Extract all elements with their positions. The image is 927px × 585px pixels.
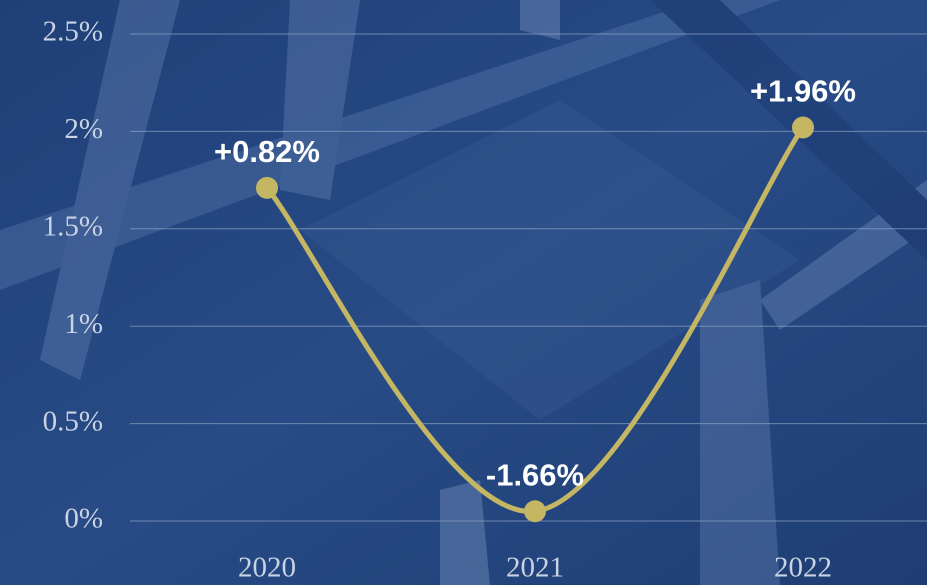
- point: [524, 500, 546, 523]
- annotation: +1.96%: [750, 74, 856, 109]
- point: [256, 176, 278, 199]
- annotation: -1.66%: [486, 457, 584, 492]
- x-tick-label: 2022: [774, 552, 832, 584]
- y-tick-label: 2%: [64, 113, 103, 145]
- y-tick-label: 1%: [64, 308, 103, 340]
- y-tick-label: 1.5%: [43, 210, 103, 242]
- y-tick-label: 0%: [64, 503, 103, 535]
- x-tick-label: 2020: [238, 552, 296, 584]
- y-tick-label: 0.5%: [43, 405, 103, 437]
- x-tick-label: 2021: [506, 552, 564, 584]
- annotation: +0.82%: [214, 134, 320, 169]
- y-tick-label: 2.5%: [43, 16, 103, 48]
- point: [792, 116, 814, 139]
